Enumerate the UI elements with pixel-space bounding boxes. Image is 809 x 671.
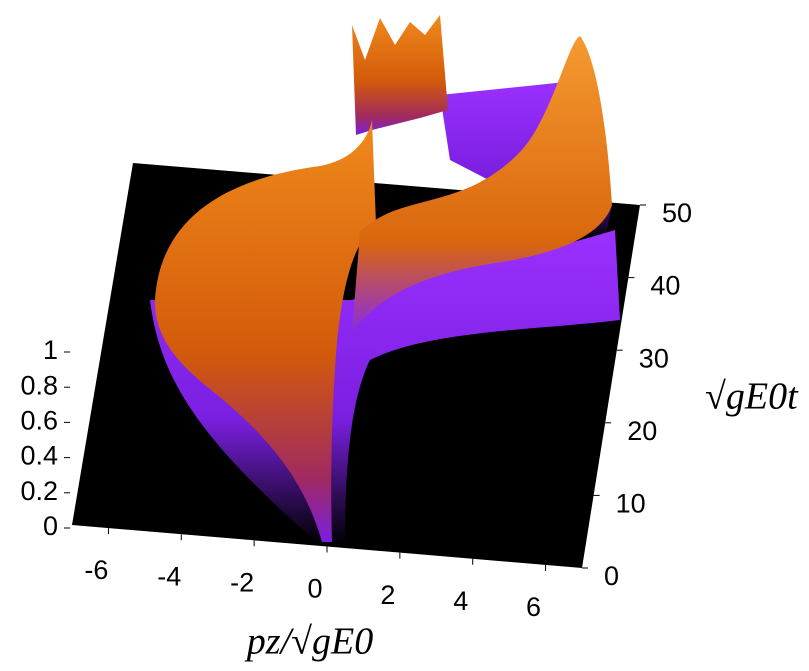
- y-tick-label: 50: [662, 198, 692, 228]
- x-tick-label: -2: [230, 567, 254, 597]
- x-tick-label: 0: [307, 574, 322, 604]
- y-tick-label: 20: [627, 416, 657, 446]
- x-tick-label: 4: [453, 586, 468, 616]
- surface-sheet: [154, 120, 376, 542]
- surface-plot: [69, 15, 640, 568]
- z-tick-label: 0.4: [20, 441, 58, 471]
- x-tick-label: 2: [380, 580, 395, 610]
- z-tick-label: 0.2: [20, 476, 58, 506]
- z-tick-label: 0: [43, 511, 58, 541]
- x-tick-label: -6: [84, 555, 108, 585]
- y-axis-label: √gE0t: [705, 376, 799, 418]
- x-axis-label: pz/√gE0: [244, 621, 373, 663]
- surface-peak: [352, 15, 448, 135]
- y-tick-label: 40: [650, 271, 680, 301]
- x-tick-label: 6: [526, 592, 541, 622]
- y-tick-label: 10: [616, 489, 646, 519]
- z-tick-label: 0.6: [20, 406, 58, 436]
- z-tick-label: 1: [43, 335, 58, 365]
- surface-ridge: [352, 36, 612, 332]
- y-tick-label: 30: [639, 343, 669, 373]
- x-tick-label: -4: [157, 561, 181, 591]
- y-tick-label: 0: [604, 561, 619, 591]
- z-tick-label: 0.8: [20, 370, 58, 400]
